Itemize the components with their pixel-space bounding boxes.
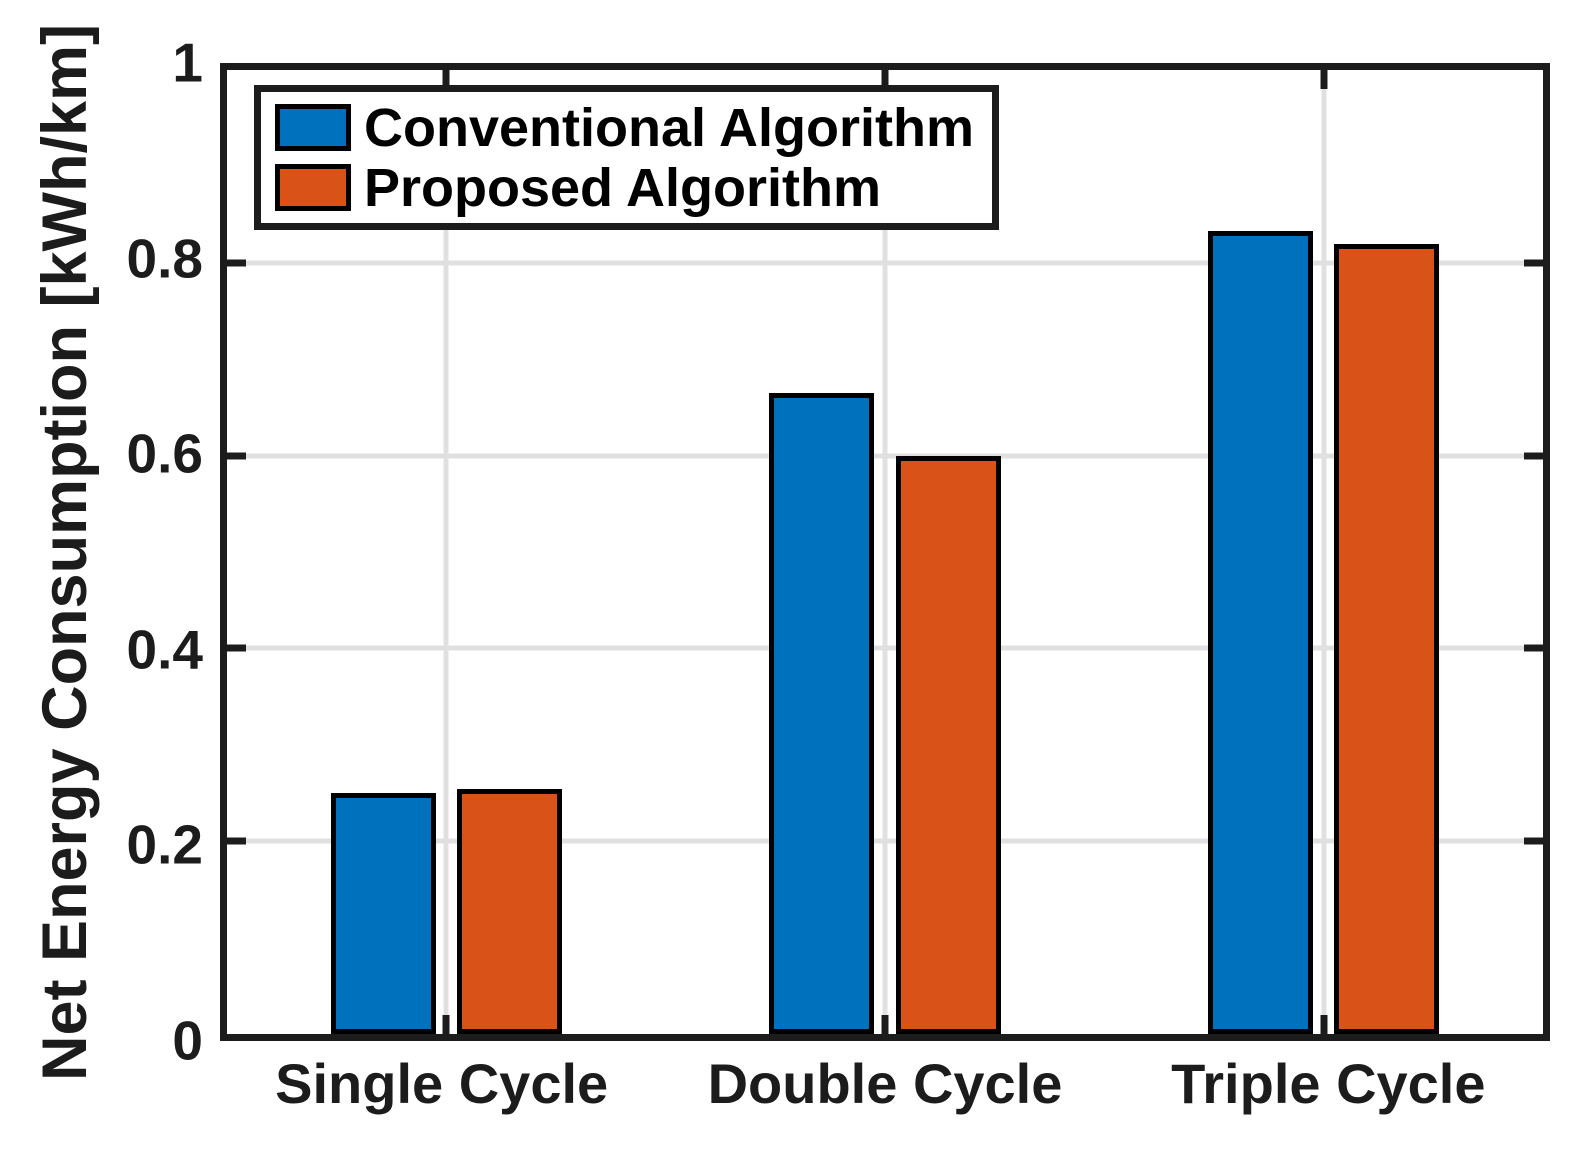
y-tick-label-0.6: 0.6 xyxy=(126,422,203,485)
y-tick-label-1: 1 xyxy=(172,31,203,94)
v-gridline-0 xyxy=(443,70,449,1034)
legend-swatch-proposed-algorithm xyxy=(275,164,351,211)
legend-item-proposed-algorithm: Proposed Algorithm xyxy=(275,157,992,218)
y-tick-label-0.4: 0.4 xyxy=(126,618,203,681)
grid-layer xyxy=(227,70,1543,1034)
v-gridline-2 xyxy=(1321,70,1327,1034)
y-tick-mark-right-0.2 xyxy=(1524,837,1543,845)
y-tick-mark-left-0.2 xyxy=(227,837,246,845)
y-tick-mark-left-0.8 xyxy=(227,259,246,267)
legend-label-proposed-algorithm: Proposed Algorithm xyxy=(364,157,882,218)
y-tick-mark-right-0.6 xyxy=(1524,452,1543,460)
plot-area: Conventional Algorithm Proposed Algorith… xyxy=(220,63,1550,1041)
tick-layer xyxy=(227,70,1543,1034)
x-tick-mark-bottom-0 xyxy=(442,1015,450,1034)
bar-layer xyxy=(227,70,1543,1034)
bar-single-cycle-proposed xyxy=(457,789,563,1034)
legend-item-conventional-algorithm: Conventional Algorithm xyxy=(275,97,992,158)
y-axis-label: Net Energy Consumption [kWh/km] xyxy=(30,23,101,1081)
legend-swatch-conventional-algorithm xyxy=(275,104,351,151)
legend-label-conventional-algorithm: Conventional Algorithm xyxy=(364,97,974,158)
y-tick-mark-right-0.8 xyxy=(1524,259,1543,267)
y-tick-label-0.2: 0.2 xyxy=(126,813,203,876)
y-tick-label-0.8: 0.8 xyxy=(126,227,203,290)
y-axis-label-wrap: Net Energy Consumption [kWh/km] xyxy=(0,23,132,1080)
x-tick-label-double-cycle: Double Cycle xyxy=(707,1052,1063,1115)
bar-double-cycle-conventional xyxy=(769,392,875,1034)
x-tick-mark-top-0 xyxy=(442,70,450,89)
x-tick-label-triple-cycle: Triple Cycle xyxy=(1171,1052,1486,1115)
y-tick-mark-left-0.4 xyxy=(227,644,246,652)
legend: Conventional Algorithm Proposed Algorith… xyxy=(254,85,999,230)
y-tick-label-0: 0 xyxy=(172,1009,203,1072)
bar-single-cycle-conventional xyxy=(330,793,436,1034)
y-tick-mark-left-0.6 xyxy=(227,452,246,460)
bar-triple-cycle-conventional xyxy=(1207,231,1313,1034)
x-tick-mark-top-1 xyxy=(881,70,889,89)
bar-double-cycle-proposed xyxy=(895,455,1001,1034)
x-tick-mark-bottom-1 xyxy=(881,1015,889,1034)
v-gridline-1 xyxy=(882,70,888,1034)
x-tick-mark-bottom-2 xyxy=(1320,1015,1328,1034)
bar-triple-cycle-proposed xyxy=(1334,243,1440,1034)
x-tick-mark-top-2 xyxy=(1320,70,1328,89)
x-tick-label-single-cycle: Single Cycle xyxy=(275,1052,609,1115)
y-tick-mark-right-0.4 xyxy=(1524,644,1543,652)
